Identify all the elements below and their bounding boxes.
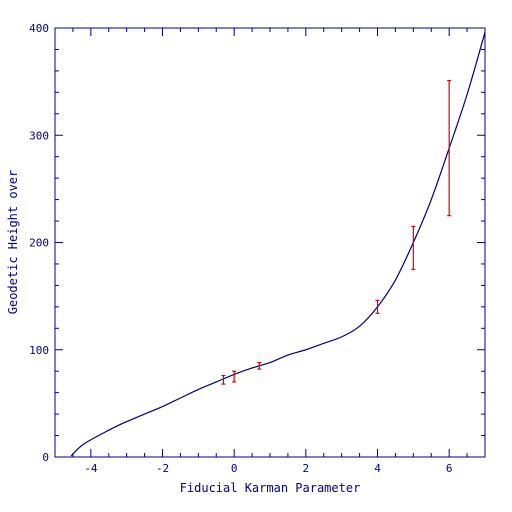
y-axis-label: Geodetic Height over — [6, 170, 20, 315]
x-tick-label: -4 — [84, 462, 98, 475]
y-tick-label: 100 — [29, 344, 49, 357]
fit-curve-line — [70, 32, 486, 457]
x-tick-label: 2 — [303, 462, 310, 475]
plot-area: -4 -2 0 2 4 6 0 100 200 300 400 — [29, 22, 486, 475]
y-tick-label: 200 — [29, 237, 49, 250]
x-tick-label: -2 — [156, 462, 169, 475]
y-tick-label: 300 — [29, 129, 49, 142]
x-tick-label: 4 — [374, 462, 381, 475]
y-tick-label: 0 — [42, 451, 49, 464]
x-axis-label: Fiducial Karman Parameter — [180, 481, 361, 495]
y-tick-label: 400 — [29, 22, 49, 35]
x-tick-label: 6 — [446, 462, 453, 475]
x-tick-label: 0 — [231, 462, 238, 475]
